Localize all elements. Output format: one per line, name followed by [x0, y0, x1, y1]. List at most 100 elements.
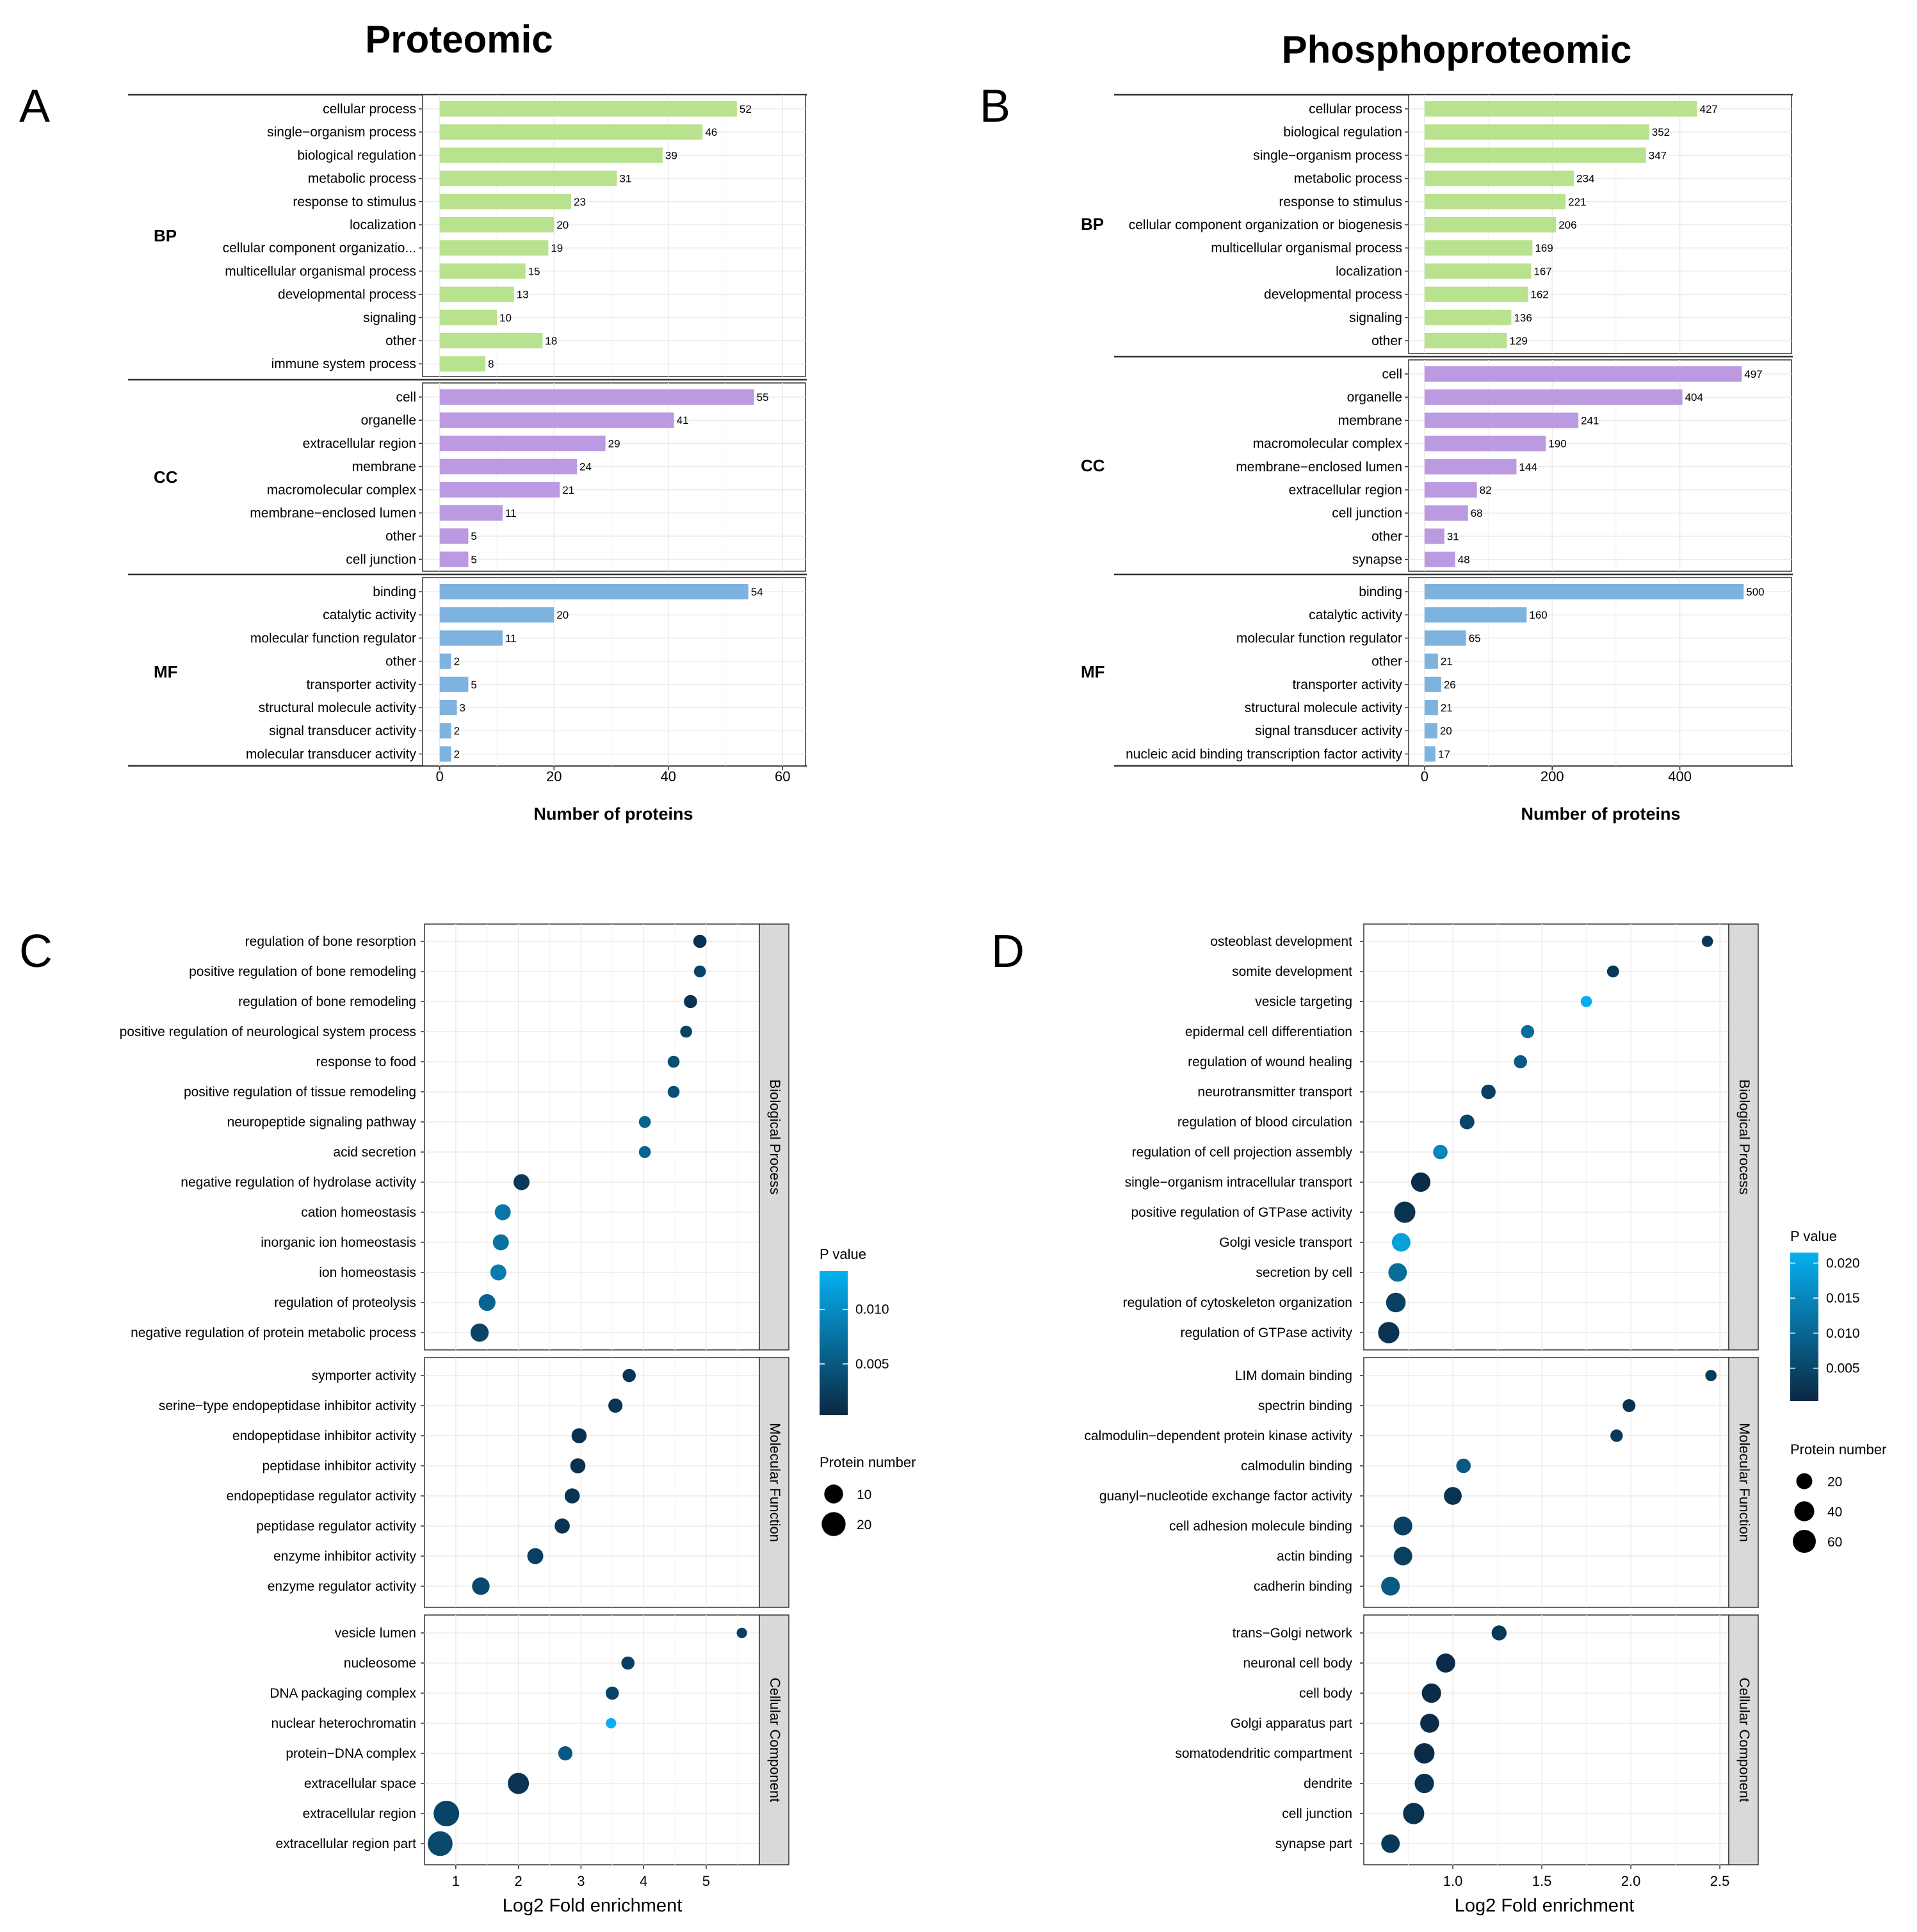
panel-c-pvalue-tick-label: 0.005	[855, 1357, 889, 1372]
panel-a-bar-cc	[439, 551, 469, 567]
panel-c-pvalue-tick-label: 0.010	[855, 1303, 889, 1317]
panel-b-bar-value-label: 68	[1471, 507, 1483, 519]
panel-a-letter: A	[19, 81, 50, 132]
panel-a-bar-value-label: 31	[619, 173, 631, 185]
panel-b-category-label: extracellular region	[1289, 483, 1402, 498]
panel-c-facet-strip-label: Cellular Component	[767, 1678, 783, 1802]
panel-a-x-tick-label: 60	[775, 768, 790, 784]
panel-b-bar-mf	[1424, 630, 1466, 646]
panel-b-category-label: synapse	[1352, 553, 1402, 567]
panel-c-dot	[571, 1428, 587, 1443]
panel-d-x-tick-label: 1.0	[1443, 1873, 1463, 1889]
panel-c-term-label: vesicle lumen	[335, 1626, 416, 1641]
panel-d-facet-panel	[1363, 923, 1729, 1351]
panel-b-phosphoproteomic-bar-chart: B Phosphoproteomic Number of proteins 42…	[980, 28, 1793, 824]
panel-c-term-label: DNA packaging complex	[270, 1686, 416, 1701]
panel-b-letter: B	[980, 81, 1010, 132]
panel-d-size-legend-label: 20	[1827, 1475, 1842, 1490]
panel-a-bar-value-label: 5	[471, 530, 476, 542]
panel-a-bar-bp	[439, 263, 526, 279]
panel-d-letter: D	[991, 926, 1024, 977]
panel-c-dot	[494, 1204, 511, 1221]
panel-a-bar-value-label: 2	[454, 725, 460, 737]
panel-b-group-mf: 500 binding 160 catalytic activity 65 molecul…	[1081, 577, 1792, 767]
panel-c-term-label: cation homeostasis	[301, 1205, 416, 1220]
panel-d-term-label: dendrite	[1304, 1776, 1352, 1791]
panel-b-category-label: metabolic process	[1294, 172, 1402, 186]
panel-b-bar-bp	[1424, 286, 1528, 302]
panel-d-dot	[1393, 1516, 1412, 1536]
panel-b-category-label: binding	[1359, 585, 1402, 599]
panel-a-category-label: signaling	[363, 311, 416, 325]
panel-d-pvalue-colorbar	[1790, 1253, 1818, 1401]
panel-b-bar-bp	[1424, 101, 1697, 117]
panel-b-bar-value-label: 162	[1530, 289, 1548, 301]
panel-d-term-label: neurotransmitter transport	[1197, 1085, 1352, 1100]
panel-a-bar-mf	[439, 700, 457, 715]
panel-b-bar-bp	[1424, 193, 1566, 209]
panel-d-x-tick-label: 1.5	[1532, 1873, 1552, 1889]
panel-b-bar-value-label: 17	[1438, 748, 1450, 760]
panel-d-dot	[1444, 1487, 1462, 1505]
panel-d-term-label: Golgi vesicle transport	[1219, 1235, 1352, 1250]
panel-a-category-label: cellular component organizatio...	[223, 241, 416, 256]
panel-d-phosphoproteomic-enrichment-dotplot: D Log2 Fold enrichment P value Protein n…	[991, 923, 1886, 1916]
panel-a-category-label: membrane−enclosed lumen	[250, 506, 416, 521]
panel-a-bar-bp	[439, 286, 514, 302]
panel-d-term-label: cell adhesion molecule binding	[1169, 1519, 1352, 1534]
panel-d-dot	[1378, 1322, 1400, 1343]
panel-a-bar-value-label: 5	[471, 679, 476, 691]
panel-d-pvalue-tick-label: 0.020	[1826, 1256, 1860, 1270]
panel-c-term-label: negative regulation of protein metabolic…	[131, 1326, 416, 1340]
panel-d-facet-panel	[1363, 1614, 1729, 1865]
panel-c-proteomic-enrichment-dotplot: C Log2 Fold enrichment P value Protein n…	[19, 923, 916, 1916]
panel-c-dot	[514, 1174, 530, 1190]
panel-d-term-label: calmodulin−dependent protein kinase acti…	[1084, 1429, 1352, 1443]
panel-c-term-label: positive regulation of tissue remodeling	[184, 1085, 416, 1100]
panel-d-term-label: guanyl−nucleotide exchange factor activi…	[1099, 1489, 1353, 1504]
panel-d-dot	[1403, 1803, 1425, 1824]
panel-b-category-label: multicellular organismal process	[1211, 241, 1402, 256]
panel-b-bar-value-label: 234	[1576, 173, 1594, 185]
panel-d-dot	[1705, 1370, 1717, 1381]
panel-c-term-label: response to food	[316, 1055, 416, 1069]
panel-a-x-tick-label: 40	[661, 768, 676, 784]
panel-a-bar-mf	[439, 630, 503, 646]
panel-a-bar-value-label: 13	[517, 289, 529, 301]
panel-a-category-label: membrane	[352, 460, 416, 475]
panel-b-bar-value-label: 221	[1568, 196, 1586, 208]
panel-a-bar-value-label: 3	[460, 702, 465, 714]
panel-d-dot	[1491, 1625, 1507, 1641]
panel-a-category-label: molecular function regulator	[250, 631, 416, 645]
panel-b-bar-bp	[1424, 170, 1574, 186]
panel-a-bar-mf	[439, 607, 554, 623]
panel-d-dot	[1393, 1546, 1412, 1566]
panel-b-title: Phosphoproteomic	[1282, 28, 1632, 71]
panel-b-bar-mf	[1424, 700, 1438, 715]
panel-a-category-label: other	[385, 334, 416, 348]
panel-b-bar-value-label: 136	[1514, 312, 1532, 324]
panel-a-bar-mf	[439, 584, 748, 599]
panel-b-bar-value-label: 26	[1444, 679, 1456, 691]
panel-c-dot	[554, 1518, 570, 1534]
panel-d-term-label: regulation of wound healing	[1188, 1055, 1352, 1069]
panel-b-category-label: structural molecule activity	[1245, 701, 1403, 715]
panel-d-term-label: cell junction	[1282, 1806, 1352, 1821]
panel-b-plot-panel-mf	[1408, 577, 1792, 767]
panel-a-category-label: binding	[373, 585, 416, 599]
panel-a-bar-value-label: 46	[705, 126, 717, 138]
panel-b-bar-value-label: 497	[1744, 368, 1762, 380]
panel-d-dot	[1388, 1263, 1407, 1282]
panel-a-category-label: other	[385, 654, 416, 669]
panel-d-x-tick-label: 2.0	[1621, 1873, 1641, 1889]
panel-a-category-label: signal transducer activity	[269, 724, 416, 738]
panel-c-term-label: extracellular region part	[276, 1837, 417, 1851]
panel-d-term-label: single−organism intracellular transport	[1125, 1175, 1353, 1190]
panel-a-group-label-bp: BP	[154, 226, 177, 245]
panel-a-category-label: catalytic activity	[323, 608, 416, 622]
panel-a-group-label-mf: MF	[154, 662, 178, 681]
panel-a-category-label: extracellular region	[303, 436, 416, 451]
panel-c-x-tick-label: 5	[702, 1873, 710, 1889]
panel-a-bar-bp	[439, 356, 486, 372]
